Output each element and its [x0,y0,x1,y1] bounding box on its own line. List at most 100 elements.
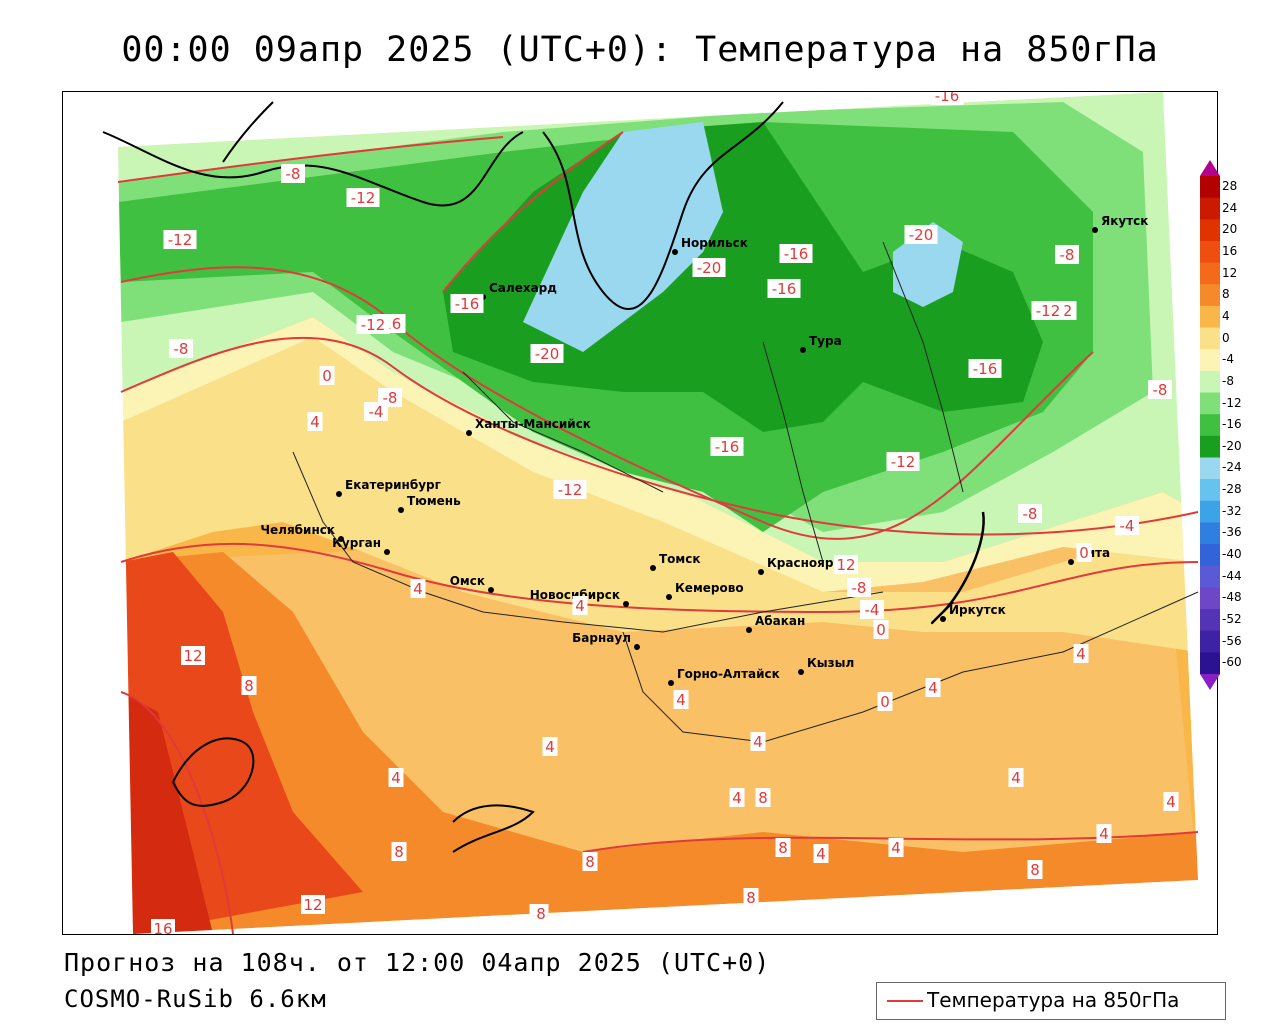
city-dot [398,507,404,513]
city-dot [623,601,629,607]
city-marker[interactable]: Екатеринбург [336,478,441,497]
isotherm-label: 16 [151,919,175,934]
isotherm-label: 4 [813,844,829,863]
isotherm-label-text: -16 [784,245,809,263]
map-title: 00:00 09апр 2025 (UTC+0): Температура на… [121,30,1159,70]
city-marker[interactable]: Тура [800,334,842,353]
isotherm-label-text: -16 [715,438,740,456]
colorbar-swatch [1200,219,1220,242]
city-label: Кызыл [807,656,854,670]
colorbar-tick-label: -12 [1222,395,1242,410]
city-dot [798,669,804,675]
isotherm-label-text: 8 [536,905,546,923]
isotherm-label: -12 [1031,301,1065,320]
city-marker[interactable]: Омск [450,574,494,593]
city-marker[interactable]: Красноярск [758,556,849,575]
isotherm-label: -16 [767,279,801,298]
isotherm-label-text: -4 [865,601,880,619]
city-marker[interactable]: Ханты-Мансийск [466,417,591,436]
isotherm-label-bg [553,480,587,499]
region-boundary [622,591,1199,743]
isotherm-label: 0 [873,620,889,639]
colorbar-swatch [1200,479,1220,502]
city-dot [672,249,678,255]
isotherm-label-bg [779,244,813,263]
temperature-map[interactable]: Салехард Норильск Якутск Тура Ханты-Мансийск… [63,92,1217,934]
isotherm-label-text: -8 [174,340,189,358]
isotherm-label-text: 4 [928,679,938,697]
region-boundary [462,371,664,493]
isotherm-label-bg [755,788,771,807]
isotherm-label-bg [151,919,175,934]
isotherm-label-text: 16 [153,920,172,934]
isotherm-label: -16 [710,437,744,456]
city-marker[interactable]: Иркутск [940,603,1006,622]
isotherm-label: 4 [572,596,588,615]
legend-label: Температура на 850гПа [927,988,1180,1012]
city-marker[interactable]: Курган [332,536,390,555]
field-orange [121,552,1198,934]
colorbar-tick-label: -24 [1222,460,1242,475]
isotherm-label-layer: -16 -8 -12 -12 -20 -16 -20 -16 -16 -8 -12 -20 -16 -12… [151,92,1179,934]
city-dot [668,680,674,686]
city-label: Кемерово [675,581,744,595]
isotherm-label: -12 [163,230,197,249]
colorbar-swatch [1200,522,1220,545]
city-dot [338,536,344,542]
colorbar-top-arrow [1200,160,1220,176]
coastline [102,131,524,207]
city-marker[interactable]: Норильск [672,236,748,255]
isotherm-label-text: 4 [1166,793,1176,811]
city-label: Курган [332,536,381,550]
city-marker[interactable]: Новосибирск [530,588,629,607]
isotherm-label-bg [1018,504,1042,523]
forecast-caption: Прогноз на 108ч. от 12:00 04апр 2025 (UT… [64,948,771,977]
isotherm-label: 4 [307,412,323,431]
isotherm-label: 4 [542,737,558,756]
model-caption: COSMO-RuSib 6.6км [64,985,327,1013]
colorbar-tick-label: -56 [1222,633,1242,648]
isotherm-label: 8 [391,842,407,861]
isotherm-label: 4 [1163,792,1179,811]
city-label: Омск [450,574,485,588]
isotherm-label-bg [410,579,426,598]
colorbar-swatch [1200,197,1220,220]
colorbar-tick-label: 20 [1222,222,1238,237]
lake-baikal [931,511,985,624]
city-dot [746,627,752,633]
field-pale-yellow-band [121,317,1198,592]
outside-domain-top [63,92,1217,147]
isotherm-label: 8 [775,838,791,857]
isotherm-label-text: 8 [758,789,768,807]
isotherm-label-bg [533,904,549,923]
isotherm-label-text: -20 [535,345,560,363]
isotherm-label-bg [847,578,871,597]
isotherm-line [120,542,1199,614]
isotherm-label-text: -8 [1060,246,1075,264]
city-marker[interactable]: Кемерово [666,581,744,600]
city-marker[interactable]: Горно-Алтайск [668,667,780,686]
isotherm-label-bg [542,737,558,756]
isotherm-label: -12 [346,188,380,207]
city-marker[interactable]: Абакан [746,614,805,633]
city-marker[interactable]: Якутск [1092,214,1148,233]
colorbar-swatch [1200,630,1220,653]
city-label: Тюмень [407,494,461,508]
colorbar-tick-label: 0 [1222,330,1230,345]
colorbar-tick-label: -40 [1222,547,1242,562]
city-marker[interactable]: Тюмень [398,494,461,513]
city-marker[interactable]: Барнаул [572,631,640,650]
isotherm-line [442,131,624,293]
city-marker[interactable]: Томск [650,552,701,571]
colorbar-tick-label: -48 [1222,590,1242,605]
city-marker[interactable]: Кызыл [798,656,854,675]
city-marker[interactable]: Челябинск [260,523,344,542]
isotherm-label: -8 [169,339,193,358]
isotherm-label-bg [281,164,305,183]
city-dot [666,594,672,600]
map-panel[interactable]: Салехард Норильск Якутск Тура Ханты-Мансийск… [62,91,1218,935]
isotherm-label-text: 0 [876,621,886,639]
isotherm-label-bg [582,852,598,871]
isotherm-label: 12 [301,895,325,914]
isotherm-label: 8 [743,888,759,907]
